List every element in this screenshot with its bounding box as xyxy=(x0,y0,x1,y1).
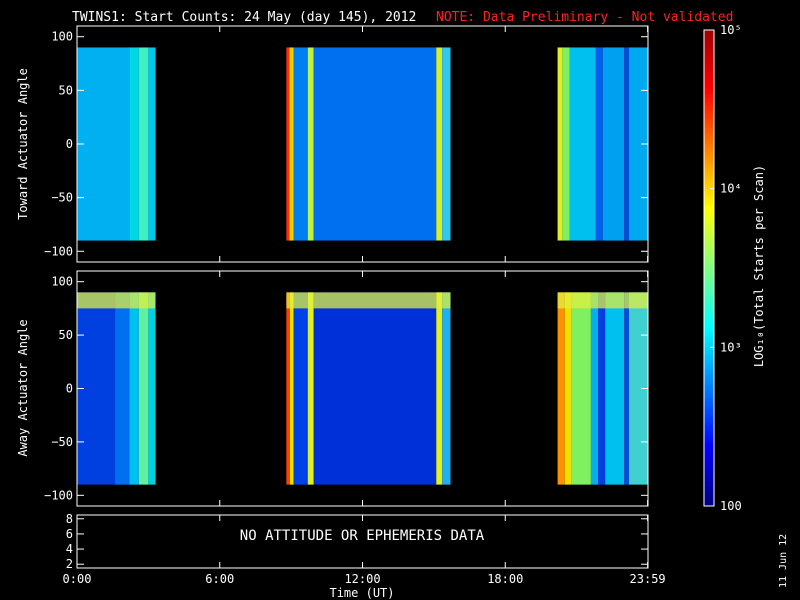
toward-ytick-label: −100 xyxy=(44,244,73,258)
away-ylabel: Away Actuator Angle xyxy=(16,319,30,456)
toward-band-9 xyxy=(436,47,443,241)
chart-title: TWINS1: Start Counts: 24 May (day 145), … xyxy=(72,10,416,25)
toward-ytick-label: 0 xyxy=(66,137,73,151)
toward-band-2 xyxy=(138,47,149,241)
no-ephemeris-message: NO ATTITUDE OR EPHEMERIS DATA xyxy=(240,528,485,544)
colorbar-label: LOG₁₀(Total Starts per Scan) xyxy=(752,165,766,367)
away-band-3 xyxy=(138,292,149,485)
xtick-label: 0:00 xyxy=(63,572,92,586)
away-ytick-label: −50 xyxy=(51,435,73,449)
xtick-label: 6:00 xyxy=(205,572,234,586)
toward-band-0 xyxy=(77,47,130,241)
toward-band-15 xyxy=(602,47,625,241)
away-top-band-7 xyxy=(293,292,308,309)
away-band-19 xyxy=(628,292,648,485)
away-ytick-label: 50 xyxy=(59,328,73,342)
toward-band-4 xyxy=(286,47,290,241)
away-band-13 xyxy=(564,292,572,485)
xtick-label: 12:00 xyxy=(344,572,380,586)
away-ytick-label: 0 xyxy=(66,382,73,396)
away-top-band-8 xyxy=(307,292,314,309)
colorbar-tick-label: 10⁵ xyxy=(720,23,742,37)
away-band-12 xyxy=(557,292,565,485)
away-band-15 xyxy=(590,292,599,485)
time-axis: 0:00 6:00 12:00 18:00 23:59 xyxy=(63,572,666,586)
colorbar-tick-label: 10³ xyxy=(720,340,742,354)
toward-ytick-label: 50 xyxy=(59,83,73,97)
away-top-band-6 xyxy=(289,292,294,309)
toward-band-3 xyxy=(148,47,156,241)
xtick-label: 18:00 xyxy=(487,572,523,586)
toward-band-10 xyxy=(442,47,451,241)
away-band-17 xyxy=(605,292,625,485)
away-top-band-5 xyxy=(286,292,290,309)
xaxis-label: Time (UT) xyxy=(329,586,394,600)
away-band-14 xyxy=(571,292,591,485)
xtick-label: 23:59 xyxy=(630,572,666,586)
away-band-8 xyxy=(307,292,314,485)
toward-ylabel: Toward Actuator Angle xyxy=(16,68,30,220)
preliminary-note: NOTE: Data Preliminary - Not validated xyxy=(436,10,733,25)
toward-band-7 xyxy=(307,47,314,241)
away-angle-panel: 100 50 0 −50 −100 xyxy=(44,270,649,507)
away-band-10 xyxy=(436,292,443,485)
ephemeris-ytick-label: 8 xyxy=(66,512,73,526)
away-top-band-13 xyxy=(564,292,572,309)
toward-band-5 xyxy=(289,47,294,241)
away-band-18 xyxy=(624,292,629,485)
away-top-band-2 xyxy=(129,292,139,309)
away-top-band-19 xyxy=(628,292,648,309)
away-top-band-11 xyxy=(442,292,451,309)
date-stamp: 11 Jun 12 xyxy=(778,534,789,588)
toward-band-17 xyxy=(628,47,648,241)
toward-ytick-label: −50 xyxy=(51,191,73,205)
ephemeris-ytick-label: 4 xyxy=(66,542,73,556)
colorbar: 100 10³ 10⁴ 10⁵ xyxy=(703,23,742,513)
colorbar-scale xyxy=(703,29,715,507)
away-top-band-3 xyxy=(138,292,149,309)
away-band-9 xyxy=(313,292,437,485)
toward-band-1 xyxy=(129,47,139,241)
toward-band-12 xyxy=(562,47,570,241)
away-top-band-0 xyxy=(77,292,116,309)
toward-band-8 xyxy=(313,47,437,241)
away-band-6 xyxy=(289,292,294,485)
away-band-16 xyxy=(598,292,606,485)
toward-angle-panel: 100 50 0 −50 −100 xyxy=(44,25,649,263)
away-band-7 xyxy=(293,292,308,485)
away-top-band-14 xyxy=(571,292,591,309)
ephemeris-ytick-label: 6 xyxy=(66,527,73,541)
toward-ytick-label: 100 xyxy=(51,30,73,44)
toward-band-14 xyxy=(595,47,603,241)
away-top-band-16 xyxy=(598,292,606,309)
away-top-band-9 xyxy=(313,292,437,309)
toward-band-16 xyxy=(624,47,629,241)
away-top-band-4 xyxy=(148,292,156,309)
away-band-5 xyxy=(286,292,290,485)
away-band-2 xyxy=(129,292,139,485)
toward-band-6 xyxy=(293,47,308,241)
toward-band-11 xyxy=(557,47,563,241)
away-band-4 xyxy=(148,292,156,485)
away-ytick-label: 100 xyxy=(51,275,73,289)
ephemeris-ytick-label: 2 xyxy=(66,557,73,571)
toward-band-13 xyxy=(569,47,596,241)
away-ytick-label: −100 xyxy=(44,488,73,502)
away-band-1 xyxy=(115,292,130,485)
away-top-band-17 xyxy=(605,292,625,309)
away-top-band-10 xyxy=(436,292,443,309)
away-top-band-12 xyxy=(557,292,565,309)
away-top-band-1 xyxy=(115,292,130,309)
colorbar-tick-label: 10⁴ xyxy=(720,182,742,196)
away-top-band-18 xyxy=(624,292,629,309)
away-top-band-15 xyxy=(590,292,599,309)
colorbar-tick-label: 100 xyxy=(720,499,742,513)
away-band-11 xyxy=(442,292,451,485)
